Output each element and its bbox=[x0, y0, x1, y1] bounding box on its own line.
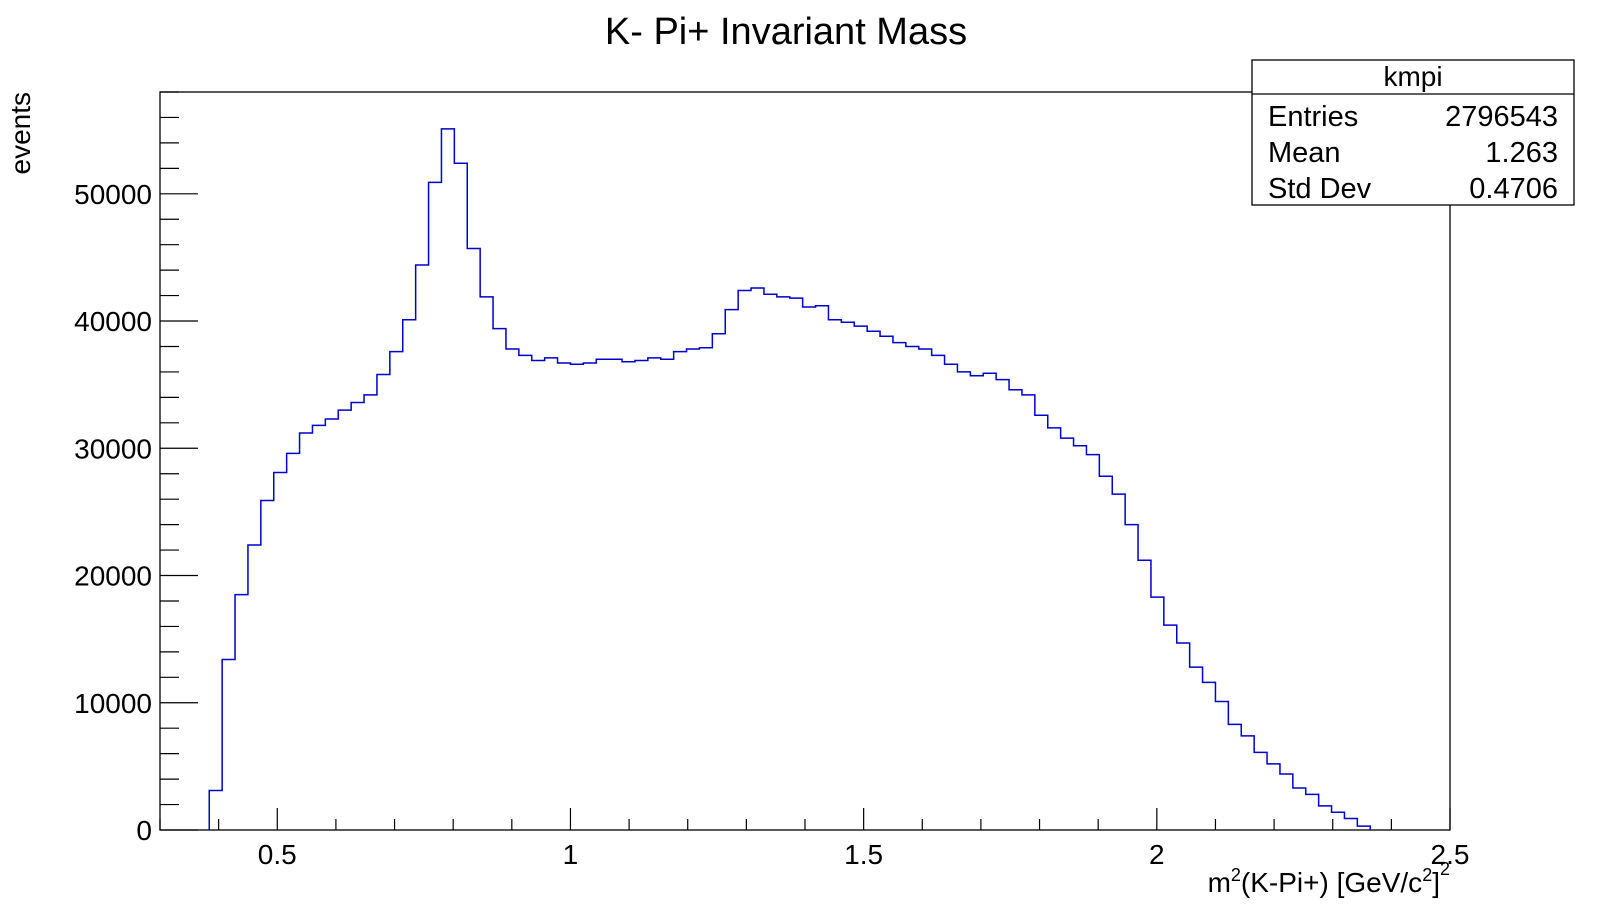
x-tick-label: 1.5 bbox=[844, 839, 883, 870]
stats-entries-label: Entries bbox=[1268, 101, 1358, 133]
stats-box-title: kmpi bbox=[1383, 61, 1442, 92]
y-tick-label: 30000 bbox=[74, 433, 152, 464]
x-axis-title-sup-1: 2 bbox=[1231, 865, 1241, 885]
stats-box-frame bbox=[1251, 59, 1575, 206]
x-axis-title: m2(K-Pi+) [GeV/c2]2 bbox=[1208, 859, 1450, 898]
x-axis-title-bracket: ] bbox=[1432, 867, 1440, 898]
x-tick-label: 2 bbox=[1149, 839, 1165, 870]
x-axis-title-sup-3: 2 bbox=[1440, 859, 1450, 879]
chart-title: K- Pi+ Invariant Mass bbox=[605, 11, 967, 53]
x-tick-label: 0.5 bbox=[258, 839, 297, 870]
stats-stddev-label: Std Dev bbox=[1268, 173, 1372, 205]
x-axis-title-part-m: m bbox=[1208, 867, 1231, 898]
y-tick-label: 50000 bbox=[74, 179, 152, 210]
y-tick-label: 20000 bbox=[74, 561, 152, 592]
histogram-line bbox=[208, 128, 1371, 830]
x-axis: 0.5 1 1.5 2 2.5 bbox=[159, 808, 1470, 870]
stats-entries-value: 2796543 bbox=[1445, 101, 1558, 133]
stats-mean-value: 1.263 bbox=[1485, 137, 1558, 169]
y-tick-label: 0 bbox=[136, 815, 152, 846]
x-axis-title-sup-2: 2 bbox=[1422, 865, 1432, 885]
y-axis-title: events bbox=[5, 92, 36, 175]
stats-box: kmpi Entries 2796543 Mean 1.263 Std Dev … bbox=[1251, 59, 1575, 206]
y-tick-label: 10000 bbox=[74, 688, 152, 719]
x-tick-label: 2.5 bbox=[1431, 839, 1470, 870]
x-axis-title-part-body: (K-Pi+) [GeV/c bbox=[1241, 867, 1422, 898]
stats-stddev-value: 0.4706 bbox=[1469, 173, 1558, 205]
x-tick-label: 1 bbox=[563, 839, 579, 870]
y-axis: 0 10000 20000 30000 40000 50000 bbox=[74, 91, 198, 846]
y-tick-label: 40000 bbox=[74, 306, 152, 337]
stats-mean-label: Mean bbox=[1268, 137, 1341, 169]
